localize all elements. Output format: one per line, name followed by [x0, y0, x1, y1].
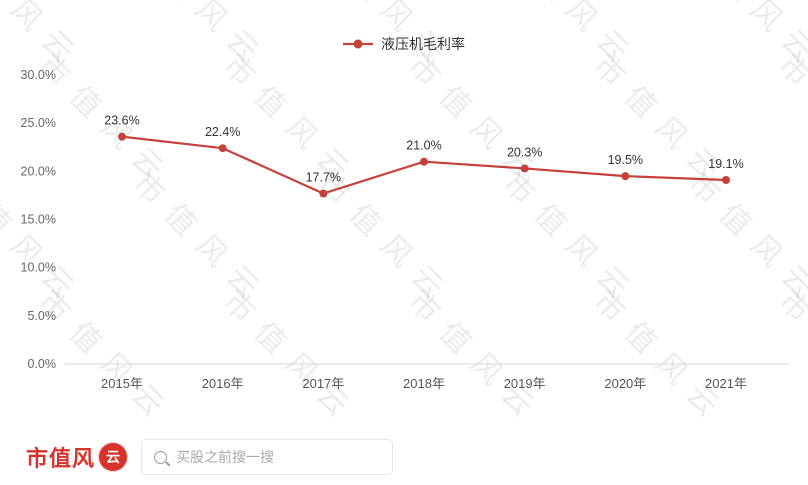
brand-seal-icon: 云 — [99, 443, 128, 471]
data-point — [218, 144, 227, 153]
x-tick-label: 2019年 — [504, 376, 546, 391]
search-icon — [154, 450, 168, 464]
value-label: 20.3% — [507, 145, 542, 159]
search-input[interactable]: 买股之前搜一搜 — [176, 449, 275, 465]
x-tick-label: 2015年 — [101, 376, 143, 391]
y-tick-label: 20.0% — [21, 164, 56, 178]
value-label: 19.1% — [708, 157, 743, 171]
y-tick-label: 0.0% — [28, 357, 57, 371]
x-tick-label: 2017年 — [302, 376, 344, 391]
data-point — [621, 172, 630, 181]
value-label: 22.4% — [205, 125, 240, 139]
data-point — [118, 132, 126, 141]
value-label: 23.6% — [104, 114, 139, 128]
x-tick-label: 2021年 — [705, 376, 747, 391]
y-tick-label: 10.0% — [21, 261, 56, 275]
value-label: 17.7% — [306, 170, 341, 184]
footer-bar: 市值风 云 买股之前搜一搜 — [0, 429, 808, 485]
legend-marker-icon — [353, 39, 363, 49]
value-label: 21.0% — [406, 139, 441, 153]
value-label: 19.5% — [608, 153, 643, 167]
y-tick-label: 5.0% — [28, 309, 57, 323]
line-chart: 0.0% 5.0% 10.0% 15.0% 20.0% 25.0% 30.0% 2015年 20… — [21, 36, 790, 391]
x-tick-label: 2016年 — [202, 376, 244, 391]
brand-logo[interactable]: 市值风 云 — [26, 441, 128, 473]
x-tick-label: 2020年 — [604, 376, 646, 391]
x-tick-label: 2018年 — [403, 376, 445, 391]
search-box[interactable]: 买股之前搜一搜 — [141, 439, 394, 475]
data-point — [319, 189, 328, 198]
data-point — [520, 164, 529, 173]
y-tick-label: 15.0% — [21, 213, 56, 227]
legend-label: 液压机毛利率 — [381, 36, 465, 52]
y-tick-label: 30.0% — [21, 68, 56, 82]
data-point — [722, 176, 730, 185]
y-tick-label: 25.0% — [21, 116, 56, 130]
data-point — [420, 157, 428, 166]
brand-text: 市值风 — [26, 446, 96, 471]
